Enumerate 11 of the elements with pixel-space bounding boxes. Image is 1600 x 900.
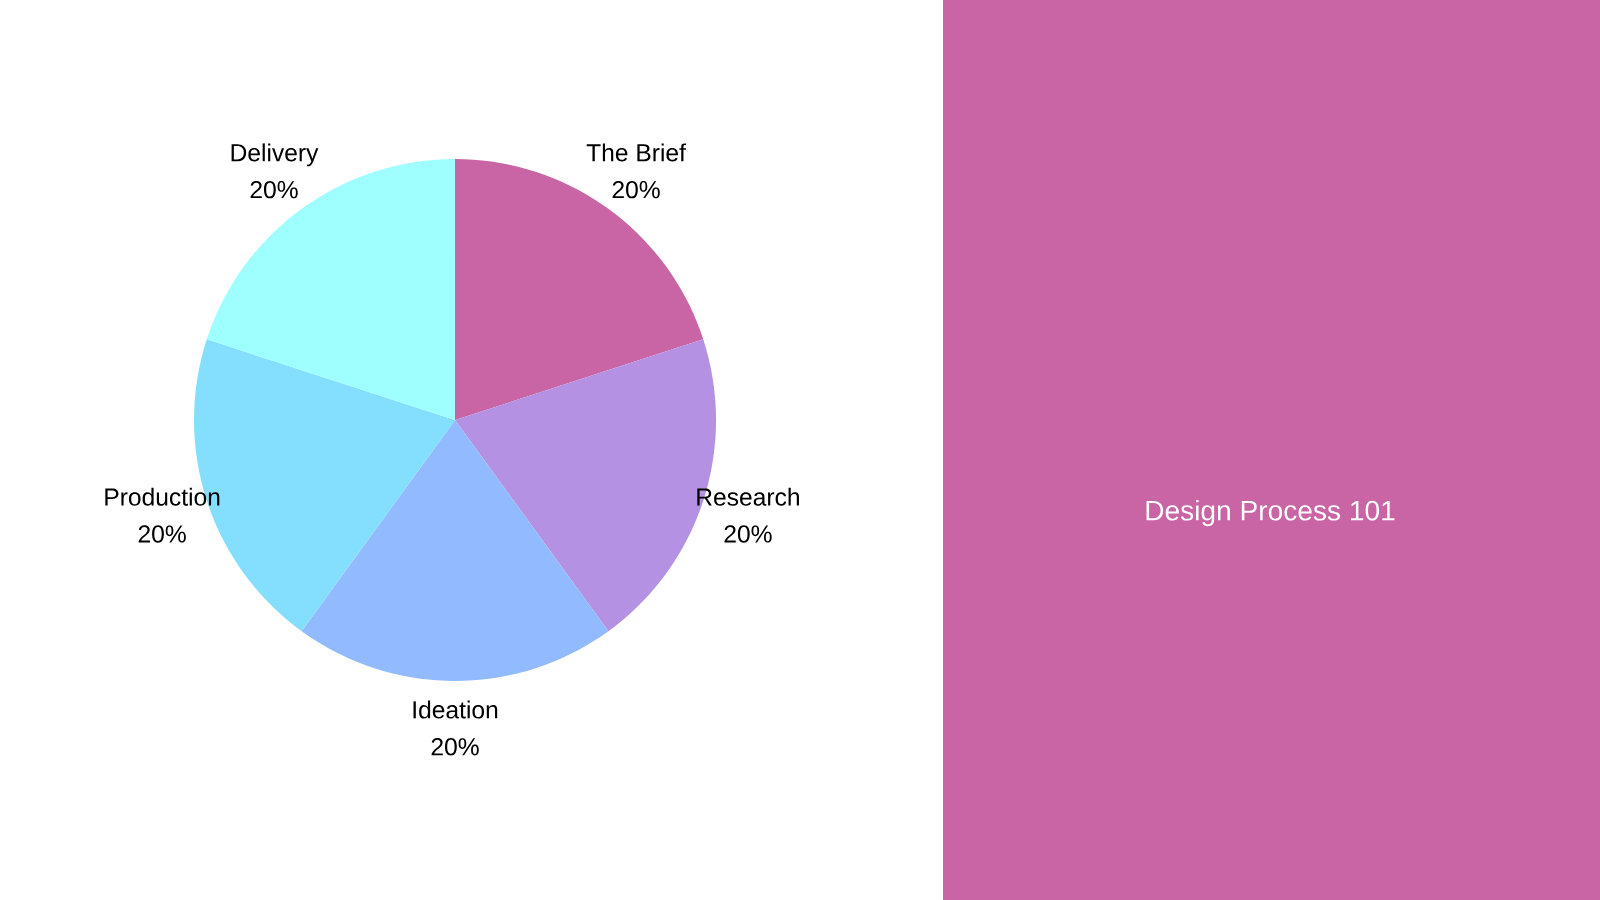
slice-label: Delivery <box>231 143 319 167</box>
data-label: 20% <box>138 525 186 543</box>
slice-label: The Brief <box>586 143 686 162</box>
text: Design Process 101 <box>1146 499 1395 527</box>
slice-label: Ideation <box>413 700 498 719</box>
data-label: 20% <box>724 525 772 543</box>
slice-label: Production <box>105 487 220 506</box>
data-label: 20% <box>612 180 660 199</box>
data-label: 20% <box>250 180 298 199</box>
data-label: 20% <box>431 738 479 756</box>
slice-label: Research <box>697 487 799 506</box>
